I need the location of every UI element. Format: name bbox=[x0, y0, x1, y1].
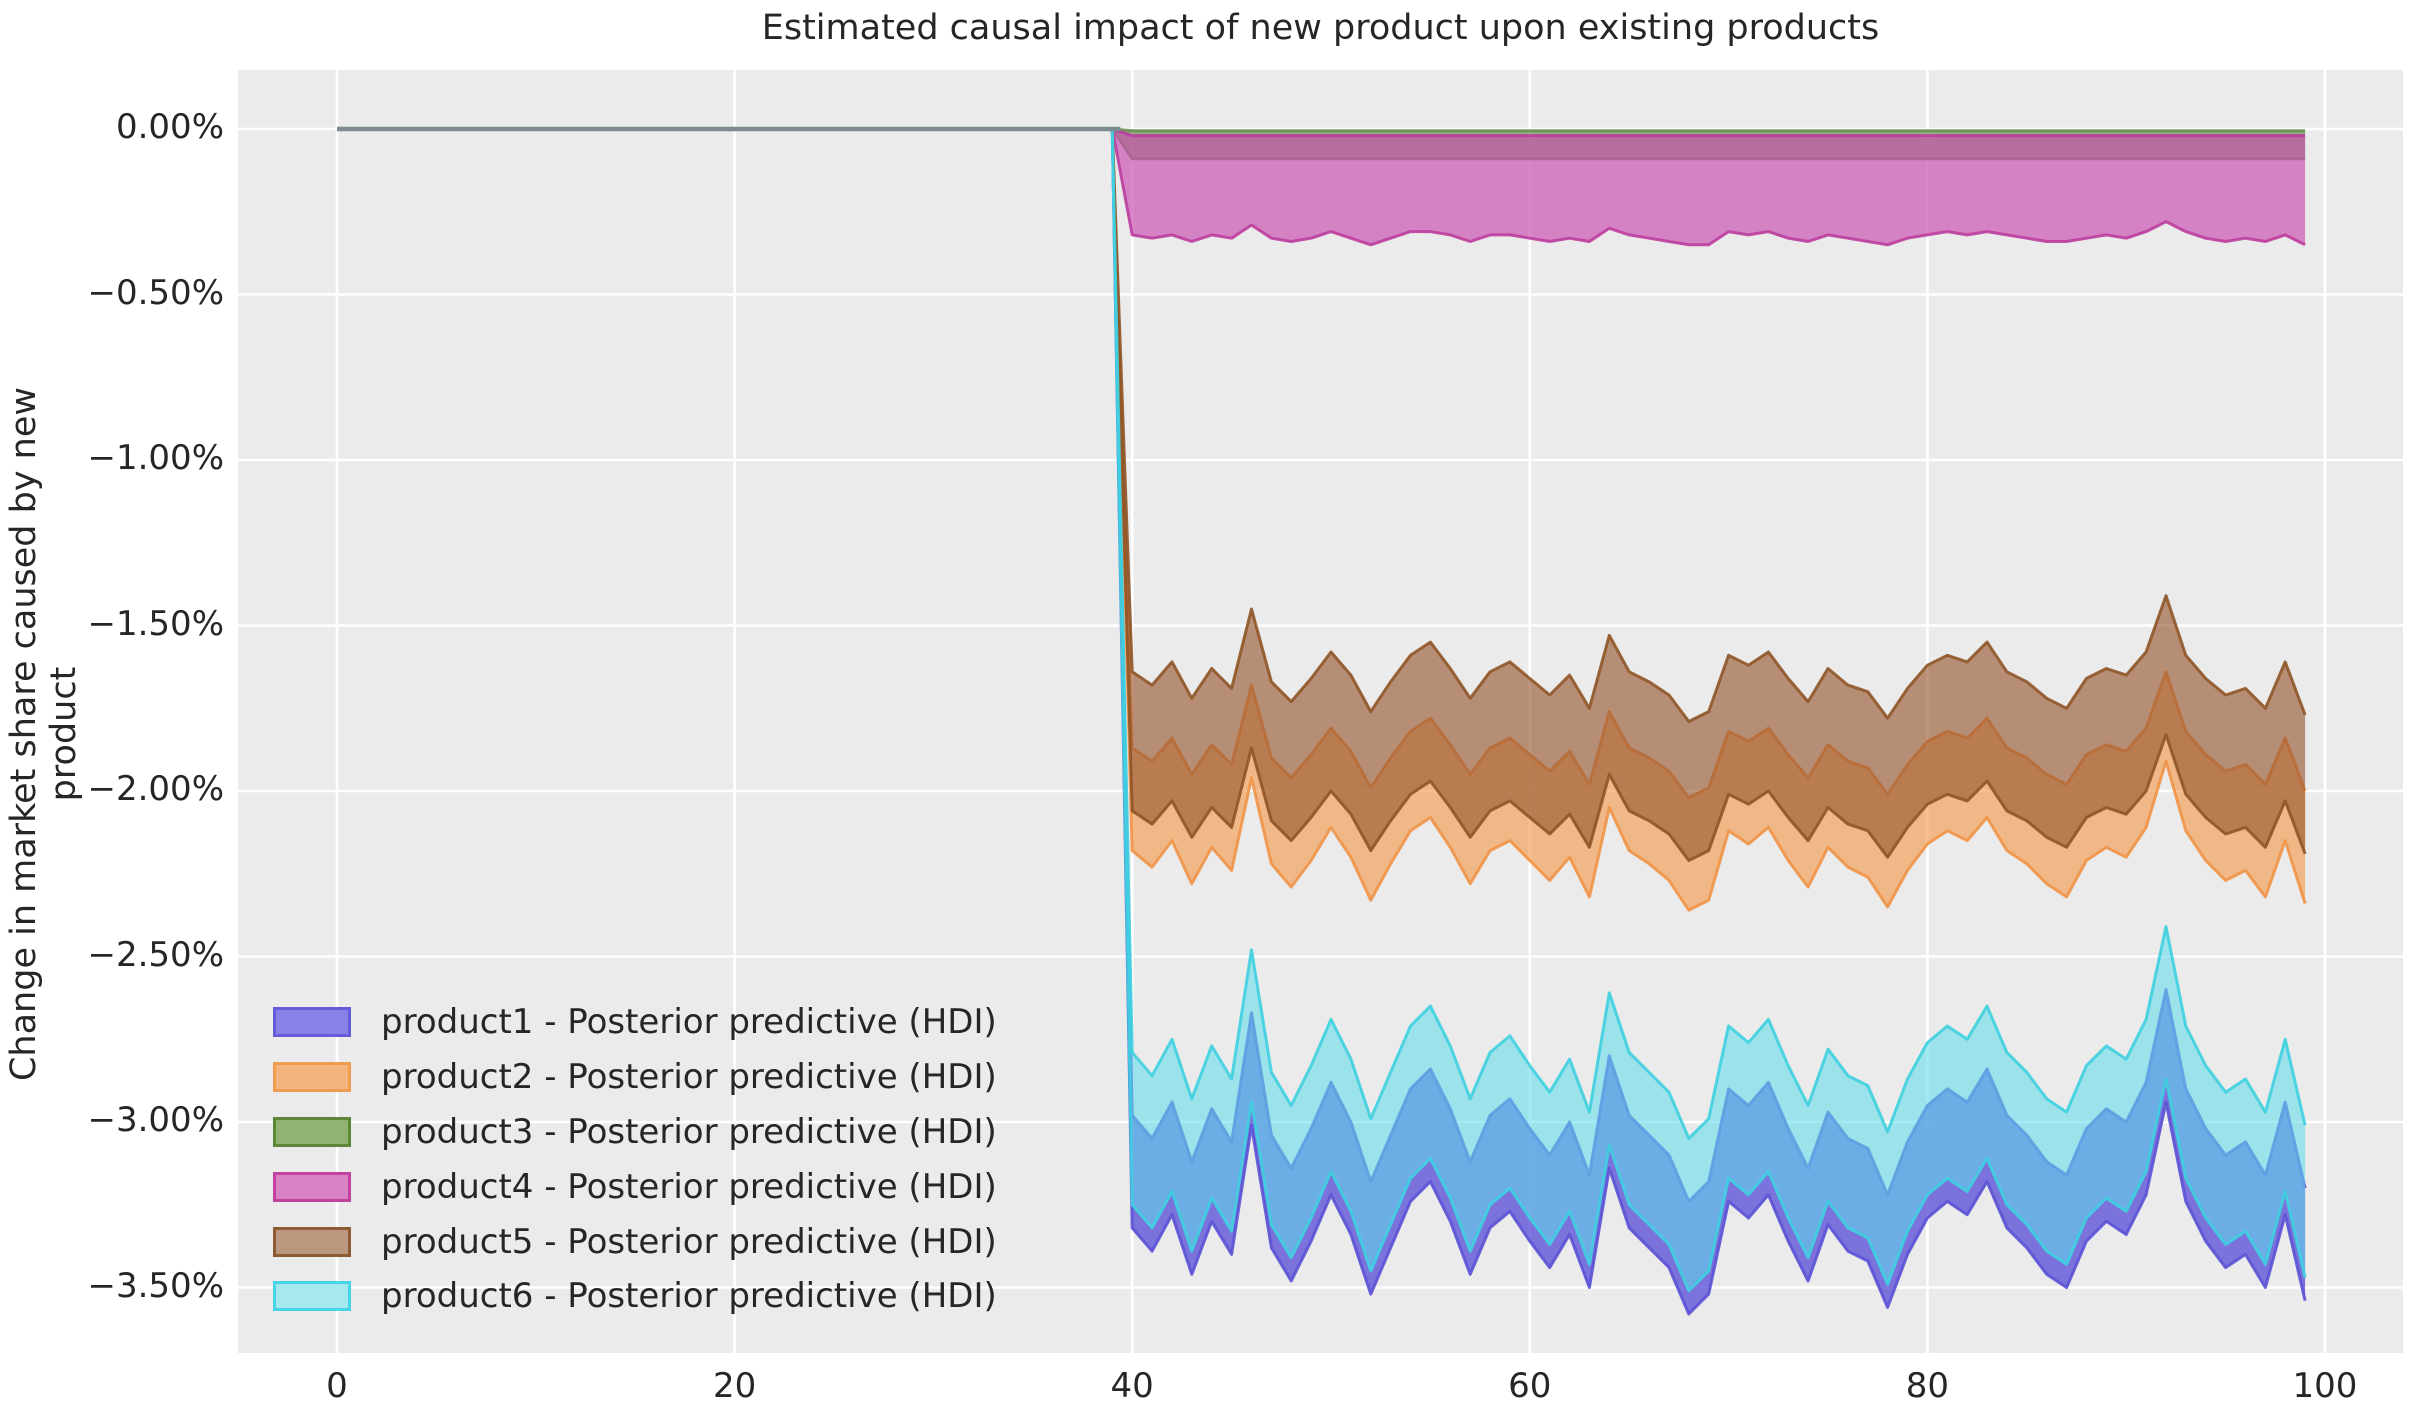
band-edge-product6 bbox=[1110, 128, 2307, 1293]
band-product5 bbox=[337, 129, 2306, 861]
x-tick-label: 0 bbox=[326, 1366, 348, 1406]
legend-swatch-icon bbox=[273, 1007, 351, 1038]
legend-item-product1: product1 - Posterior predictive (HDI) bbox=[273, 995, 997, 1050]
band-edge-product4 bbox=[1110, 128, 2306, 247]
legend-item-product4: product4 - Posterior predictive (HDI) bbox=[273, 1159, 997, 1214]
y-tick-label: −3.00% bbox=[87, 1100, 225, 1140]
y-tick-label: −1.00% bbox=[87, 438, 225, 478]
legend-item-product3: product3 - Posterior predictive (HDI) bbox=[273, 1105, 997, 1160]
band-product6 bbox=[337, 129, 2306, 1291]
legend-label: product2 - Posterior predictive (HDI) bbox=[381, 1057, 997, 1098]
x-tick-label: 60 bbox=[1508, 1366, 1552, 1406]
band-edge-product5 bbox=[1110, 128, 2307, 723]
y-tick-label: −3.50% bbox=[87, 1265, 225, 1306]
legend-label: product4 - Posterior predictive (HDI) bbox=[381, 1166, 997, 1207]
legend-item-product2: product2 - Posterior predictive (HDI) bbox=[273, 1050, 997, 1105]
band-edge-product4 bbox=[1111, 127, 2306, 138]
legend-swatch-icon bbox=[273, 1116, 351, 1147]
band-edge-product6 bbox=[1110, 128, 2307, 1140]
x-tick-label: 20 bbox=[712, 1366, 757, 1406]
band-edge-product3 bbox=[1112, 127, 2306, 133]
legend-label: product3 - Posterior predictive (HDI) bbox=[381, 1111, 997, 1152]
y-tick-label: −2.50% bbox=[87, 934, 225, 975]
x-tick-label: 100 bbox=[2292, 1366, 2358, 1406]
band-edge-product2 bbox=[1110, 128, 2307, 912]
x-tick-label: 40 bbox=[1110, 1366, 1154, 1406]
legend-swatch-icon bbox=[273, 1281, 351, 1312]
legend-item-product5: product5 - Posterior predictive (HDI) bbox=[273, 1214, 997, 1269]
legend: product1 - Posterior predictive (HDI) pro… bbox=[273, 995, 997, 1324]
y-tick-label: −2.00% bbox=[87, 769, 225, 809]
band-product4 bbox=[337, 129, 2306, 245]
legend-item-product6: product6 - Posterior predictive (HDI) bbox=[273, 1269, 997, 1324]
y-tick-label: 0.00% bbox=[115, 107, 224, 147]
legend-label: product6 - Posterior predictive (HDI) bbox=[381, 1276, 997, 1317]
y-tick-label: −0.50% bbox=[87, 272, 225, 313]
legend-swatch-icon bbox=[273, 1062, 351, 1093]
legend-swatch-icon bbox=[273, 1226, 351, 1257]
y-tick-label: −1.50% bbox=[87, 603, 225, 644]
band-edge-product1 bbox=[1110, 128, 2307, 1316]
legend-label: product5 - Posterior predictive (HDI) bbox=[381, 1221, 997, 1262]
x-tick-label: 80 bbox=[1905, 1366, 1950, 1406]
chart-title: Estimated causal impact of new product u… bbox=[761, 8, 1880, 48]
legend-label: product1 - Posterior predictive (HDI) bbox=[381, 1002, 997, 1043]
legend-swatch-icon bbox=[273, 1171, 351, 1202]
band-edge-product5 bbox=[1110, 128, 2307, 862]
y-axis-label: Change in market share caused by new pro… bbox=[4, 386, 84, 1082]
